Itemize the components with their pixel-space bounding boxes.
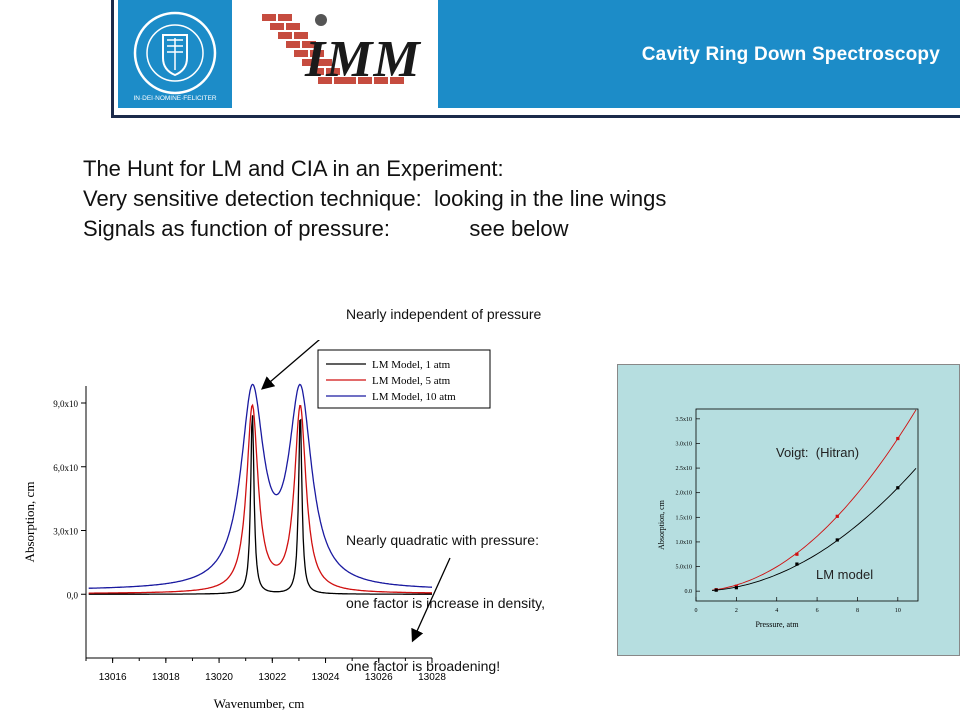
inset-point-1	[835, 514, 839, 518]
legend-label-1: LM Model, 1 atm	[372, 359, 451, 371]
annotation-mid-line-2: one factor is increase in density,	[346, 595, 545, 611]
x-tick-label: 13018	[152, 672, 180, 683]
slide-line-2: Very sensitive detection technique: look…	[83, 186, 667, 211]
x-axis-label: Wavenumber, cm	[214, 696, 305, 711]
spectrum-series	[88, 383, 432, 595]
inset-series-line-1	[712, 409, 917, 591]
seal-text: IN·DEI·NOMINE·FELICITER	[133, 95, 216, 102]
x-tick-label: 13024	[312, 672, 340, 683]
inset-point-1	[795, 552, 799, 556]
inset-point-2	[835, 538, 839, 542]
imm-logo	[238, 0, 438, 108]
y-tick-label: 9,0x10	[53, 399, 78, 409]
x-tick-label: 13016	[99, 672, 127, 683]
pressure-chart-panel: 0 2 4 6 8 10 0.0 5.0x10 1.0x10 1.5x10 2.0x10 2.5x10…	[617, 364, 960, 656]
university-seal-icon: IN·DEI·NOMINE·FELICITER	[133, 11, 217, 102]
series-line-3	[88, 383, 432, 589]
x-tick-label: 13026	[365, 672, 393, 683]
inset-y-tick-label: 3.5x10	[676, 417, 693, 423]
inset-series-line-2	[712, 467, 917, 591]
inset-label-voigt: Voigt: (Hitran)	[776, 445, 860, 460]
inset-y-tick-label: 1.5x10	[676, 515, 693, 521]
spectrum-legend: LM Model, 1 atm LM Model, 5 atm LM Model, …	[317, 349, 491, 409]
inset-y-tick-label: 0.0	[685, 589, 693, 595]
inset-x-tick-label: 6	[816, 608, 819, 614]
pressure-chart: 0 2 4 6 8 10 0.0 5.0x10 1.0x10 1.5x10 2.0x10 2.5x10…	[657, 408, 919, 629]
annotation-top: Nearly independent of pressure	[346, 306, 542, 322]
inset-y-axis-label: Absorption, cm	[657, 499, 666, 550]
inset-point-2	[896, 486, 900, 490]
legend-box	[317, 349, 491, 409]
annotation-mid-line-1: Nearly quadratic with pressure:	[346, 532, 539, 548]
header-frame	[111, 0, 960, 118]
inset-y-tick-label: 2.0x10	[676, 491, 693, 497]
inset-x-tick-label: 2	[735, 608, 738, 614]
inset-y-tick-label: 2.5x10	[676, 466, 693, 472]
pressure-axes: 0 2 4 6 8 10 0.0 5.0x10 1.0x10 1.5x10 2.0x10 2.5x10…	[657, 408, 919, 629]
slide-line-1: The Hunt for LM and CIA in an Experiment…	[83, 156, 504, 181]
imm-logo-icon	[262, 14, 404, 84]
inset-x-axis-label: Pressure, atm	[755, 620, 799, 629]
imm-logo-text: IMM	[305, 31, 421, 88]
arrow-top	[261, 340, 320, 390]
inset-point-2	[795, 562, 799, 566]
pressure-series	[712, 409, 917, 592]
inset-x-tick-label: 8	[856, 608, 859, 614]
x-tick-label: 13022	[258, 672, 286, 683]
x-tick-label: 13020	[205, 672, 233, 683]
inset-label-lm: LM model	[816, 567, 874, 582]
inset-y-tick-label: 3.0x10	[676, 441, 693, 447]
y-axis-label: Absorption, cm	[22, 482, 37, 563]
university-logo: IN·DEI·NOMINE·FELICITER	[118, 0, 232, 108]
slide-line-3: Signals as function of pressure: see bel…	[83, 216, 569, 241]
inset-y-tick-label: 1.0x10	[676, 540, 693, 546]
series-line-1	[88, 415, 432, 595]
spectrum-chart: 13016 13018 13020 13022 13024 13026 13028 0,0 3,…	[22, 340, 491, 711]
inset-frame	[695, 408, 919, 602]
banner-title: Cavity Ring Down Spectroscopy	[641, 44, 940, 65]
inset-x-tick-label: 4	[775, 608, 778, 614]
arrow-mid	[411, 557, 451, 643]
y-tick-label: 3,0x10	[53, 527, 78, 537]
x-tick-label: 13028	[418, 672, 446, 683]
inset-x-tick-label: 10	[895, 608, 901, 614]
annotation-mid: Nearly quadratic with pressure: one fact…	[346, 488, 545, 698]
inset-x-tick-label: 0	[695, 608, 698, 614]
inset-point-1	[896, 436, 900, 441]
annotation-mid-line-3: one factor is broadening!	[346, 658, 501, 674]
inset-y-tick-label: 5.0x10	[676, 565, 693, 571]
spectrum-axes: 13016 13018 13020 13022 13024 13026 13028 0,0 3,…	[22, 386, 446, 711]
legend-label-3: LM Model, 10 atm	[372, 391, 456, 403]
inset-point-2	[734, 586, 738, 590]
y-tick-label: 0,0	[67, 590, 79, 600]
annotation-arrows	[261, 340, 451, 643]
legend-label-2: LM Model, 5 atm	[372, 375, 451, 387]
inset-point-2	[714, 588, 718, 592]
y-tick-label: 6,0x10	[53, 463, 78, 473]
series-line-2	[88, 403, 432, 594]
